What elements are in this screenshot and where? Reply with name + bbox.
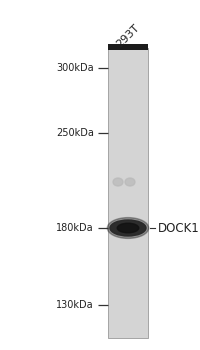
- Bar: [108, 44, 148, 50]
- Ellipse shape: [113, 178, 123, 186]
- Ellipse shape: [117, 223, 139, 233]
- Ellipse shape: [125, 178, 135, 186]
- Ellipse shape: [107, 218, 149, 238]
- Text: 180kDa: 180kDa: [56, 223, 94, 233]
- Text: 250kDa: 250kDa: [56, 128, 94, 138]
- Bar: [108, 48, 148, 338]
- Text: 293T: 293T: [115, 22, 141, 49]
- Text: DOCK1: DOCK1: [158, 222, 200, 235]
- Ellipse shape: [110, 220, 146, 236]
- Text: 130kDa: 130kDa: [56, 300, 94, 310]
- Text: 300kDa: 300kDa: [56, 63, 94, 73]
